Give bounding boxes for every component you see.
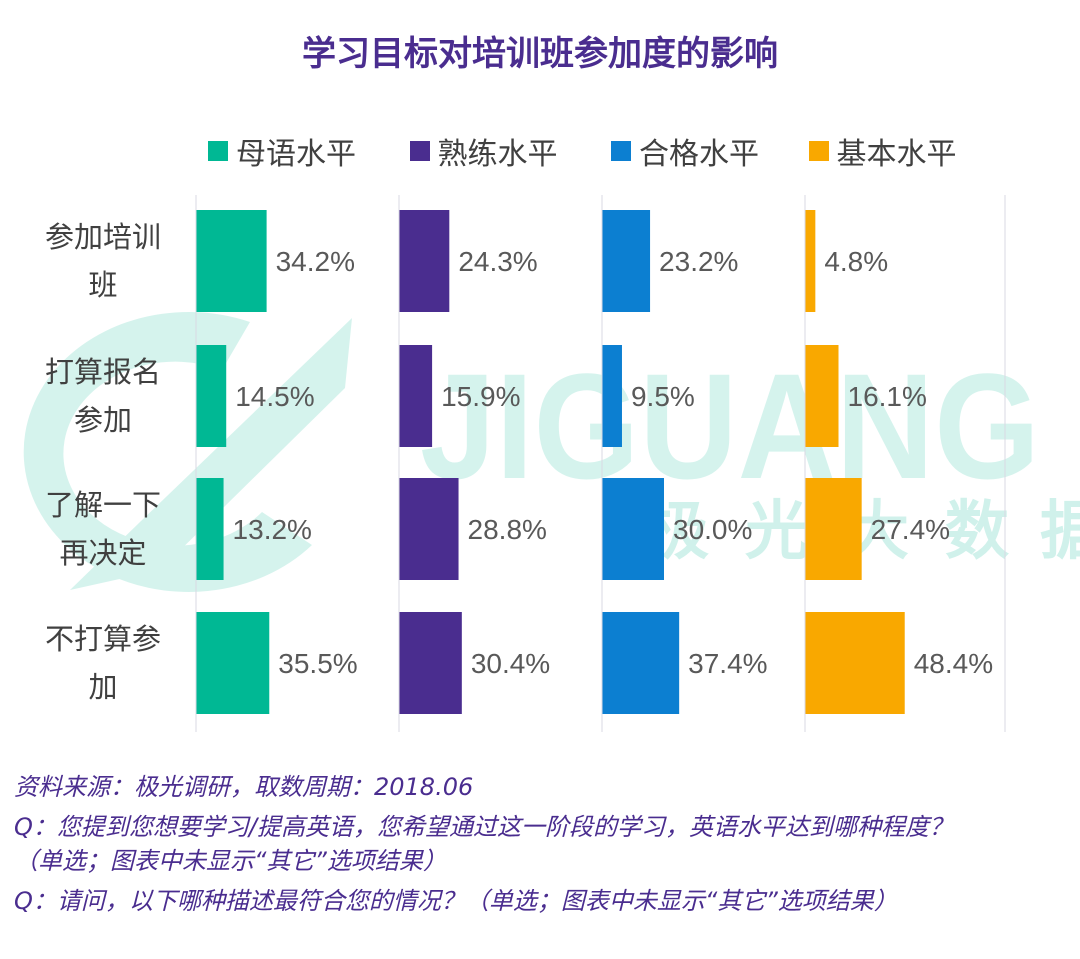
- question-1-note: （单选；图表中未显示“其它”选项结果）: [14, 847, 447, 875]
- legend-label: 合格水平: [639, 137, 759, 172]
- data-label: 30.0%: [673, 514, 752, 545]
- bar: [399, 210, 450, 312]
- data-label: 24.3%: [458, 246, 537, 277]
- question-2: Q：请问，以下哪种描述最符合您的情况？（单选；图表中未显示“其它”选项结果）: [14, 887, 898, 915]
- bar: [399, 345, 433, 447]
- source-note: 资料来源：极光调研，取数周期：2018.06: [14, 773, 474, 801]
- category-label-line: 参加: [73, 403, 132, 437]
- category-label: 打算报名 参加: [28, 348, 178, 444]
- data-label: 30.4%: [471, 648, 550, 679]
- category-label: 了解一下 再决定: [28, 481, 178, 577]
- category-label-line: 参加培训: [44, 220, 161, 254]
- data-label: 35.5%: [278, 648, 357, 679]
- watermark-char: 据: [1040, 495, 1080, 569]
- data-label: 27.4%: [871, 514, 950, 545]
- legend-label: 基本水平: [836, 137, 957, 172]
- data-label: 28.8%: [468, 514, 547, 545]
- bar: [399, 612, 462, 714]
- legend: 母语水平 熟练水平 合格水平 基本水平: [208, 128, 1008, 174]
- data-label: 15.9%: [441, 381, 520, 412]
- bar: [805, 345, 839, 447]
- watermark-char: 数: [945, 495, 1009, 569]
- bar: [196, 478, 224, 580]
- category-label-line: 加: [88, 670, 118, 704]
- legend-swatch: [208, 141, 228, 161]
- data-label: 4.8%: [824, 246, 888, 277]
- watermark-logo-stroke: [70, 318, 352, 590]
- legend-item: 合格水平: [611, 129, 809, 173]
- category-label: 参加培训班: [28, 213, 178, 309]
- legend-label: 母语水平: [236, 137, 356, 172]
- legend-label: 熟练水平: [437, 137, 558, 172]
- data-label: 37.4%: [688, 648, 767, 679]
- bar: [602, 612, 680, 714]
- watermark-char: 光: [745, 495, 809, 569]
- legend-swatch: [808, 141, 829, 161]
- bar: [805, 612, 905, 714]
- data-label: 34.2%: [276, 246, 355, 277]
- data-label: 16.1%: [848, 381, 927, 412]
- category-label-line: 再决定: [59, 536, 147, 570]
- bar: [196, 612, 270, 714]
- bar: [805, 478, 862, 580]
- bar: [602, 345, 622, 447]
- bar: [196, 210, 267, 312]
- data-label: 48.4%: [914, 648, 993, 679]
- bar: [805, 210, 816, 312]
- bar: [602, 478, 664, 580]
- question-1: Q：您提到您想要学习/提高英语，您希望通过这一阶段的学习，英语水平达到哪种程度？: [14, 813, 953, 841]
- category-label-line: 打算报名: [44, 355, 161, 389]
- bar: [196, 345, 227, 447]
- category-label: 不打算参加: [28, 615, 178, 711]
- legend-item: 母语水平: [208, 129, 410, 173]
- data-label: 23.2%: [659, 246, 738, 277]
- legend-swatch: [611, 141, 631, 161]
- legend-swatch: [409, 141, 430, 161]
- data-label: 9.5%: [631, 381, 695, 412]
- data-label: 13.2%: [233, 514, 312, 545]
- category-label-line: 班: [88, 268, 118, 302]
- bar: [399, 478, 459, 580]
- chart-title: 学习目标对培训班参加度的影响: [302, 34, 778, 74]
- category-label-line: 不打算参: [44, 622, 161, 656]
- category-label-line: 了解一下: [44, 488, 161, 522]
- legend-item: 熟练水平: [409, 129, 612, 173]
- bar: [602, 210, 651, 312]
- data-label: 14.5%: [235, 381, 314, 412]
- watermark-logo-arc: [23, 311, 312, 592]
- watermark-brand: JIGUANG: [420, 342, 1040, 510]
- footer: 资料来源：极光调研，取数周期：2018.06 Q：您提到您想要学习/提高英语，您…: [14, 770, 1074, 918]
- legend-item: 基本水平: [808, 129, 1009, 173]
